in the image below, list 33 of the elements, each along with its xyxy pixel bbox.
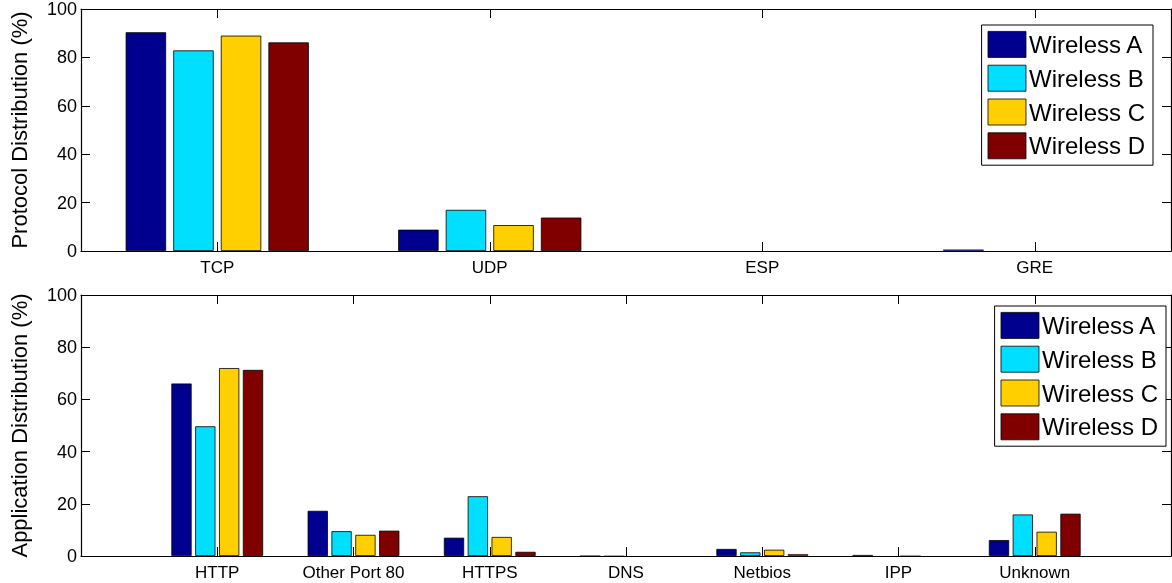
x-tick-label: ESP	[745, 258, 780, 277]
x-tick-label: Other Port 80	[302, 563, 405, 582]
x-tick-label: Netbios	[733, 563, 792, 582]
y-tick-label: 20	[56, 493, 77, 514]
y-tick-label: 60	[56, 389, 77, 410]
legend-label: Wireless B	[1029, 64, 1144, 92]
y-axis-title: Application Distribution (%)	[6, 293, 32, 558]
x-tick-label: HTTPS	[461, 563, 518, 582]
x-tick-label: HTTP	[195, 563, 240, 582]
y-tick-label: 80	[56, 47, 77, 68]
y-axis-title: Protocol Distribution (%)	[6, 11, 32, 249]
legend-label: Wireless A	[1029, 30, 1143, 58]
x-tick-label: UDP	[471, 258, 508, 277]
y-tick-label: 100	[46, 285, 77, 305]
x-tick-label: GRE	[1016, 258, 1054, 277]
y-tick-label: 80	[56, 337, 77, 358]
y-tick-label: 0	[66, 241, 77, 261]
y-tick-label: 40	[56, 441, 77, 462]
x-tick-label: TCP	[200, 258, 235, 277]
legend-label: Wireless C	[1042, 379, 1159, 407]
y-tick-label: 60	[56, 95, 77, 116]
y-tick-label: 40	[56, 144, 77, 165]
x-tick-label: IPP	[884, 563, 913, 582]
y-tick-label: 0	[66, 546, 77, 566]
x-tick-label: Unknown	[999, 563, 1071, 582]
y-tick-label: 20	[56, 192, 77, 213]
legend-label: Wireless A	[1042, 311, 1156, 339]
legend-label: Wireless B	[1042, 345, 1157, 373]
legend-label: Wireless D	[1029, 132, 1146, 160]
x-tick-label: DNS	[608, 563, 644, 582]
y-tick-label: 100	[46, 0, 77, 19]
legend-label: Wireless D	[1042, 413, 1159, 441]
legend-label: Wireless C	[1029, 98, 1146, 126]
